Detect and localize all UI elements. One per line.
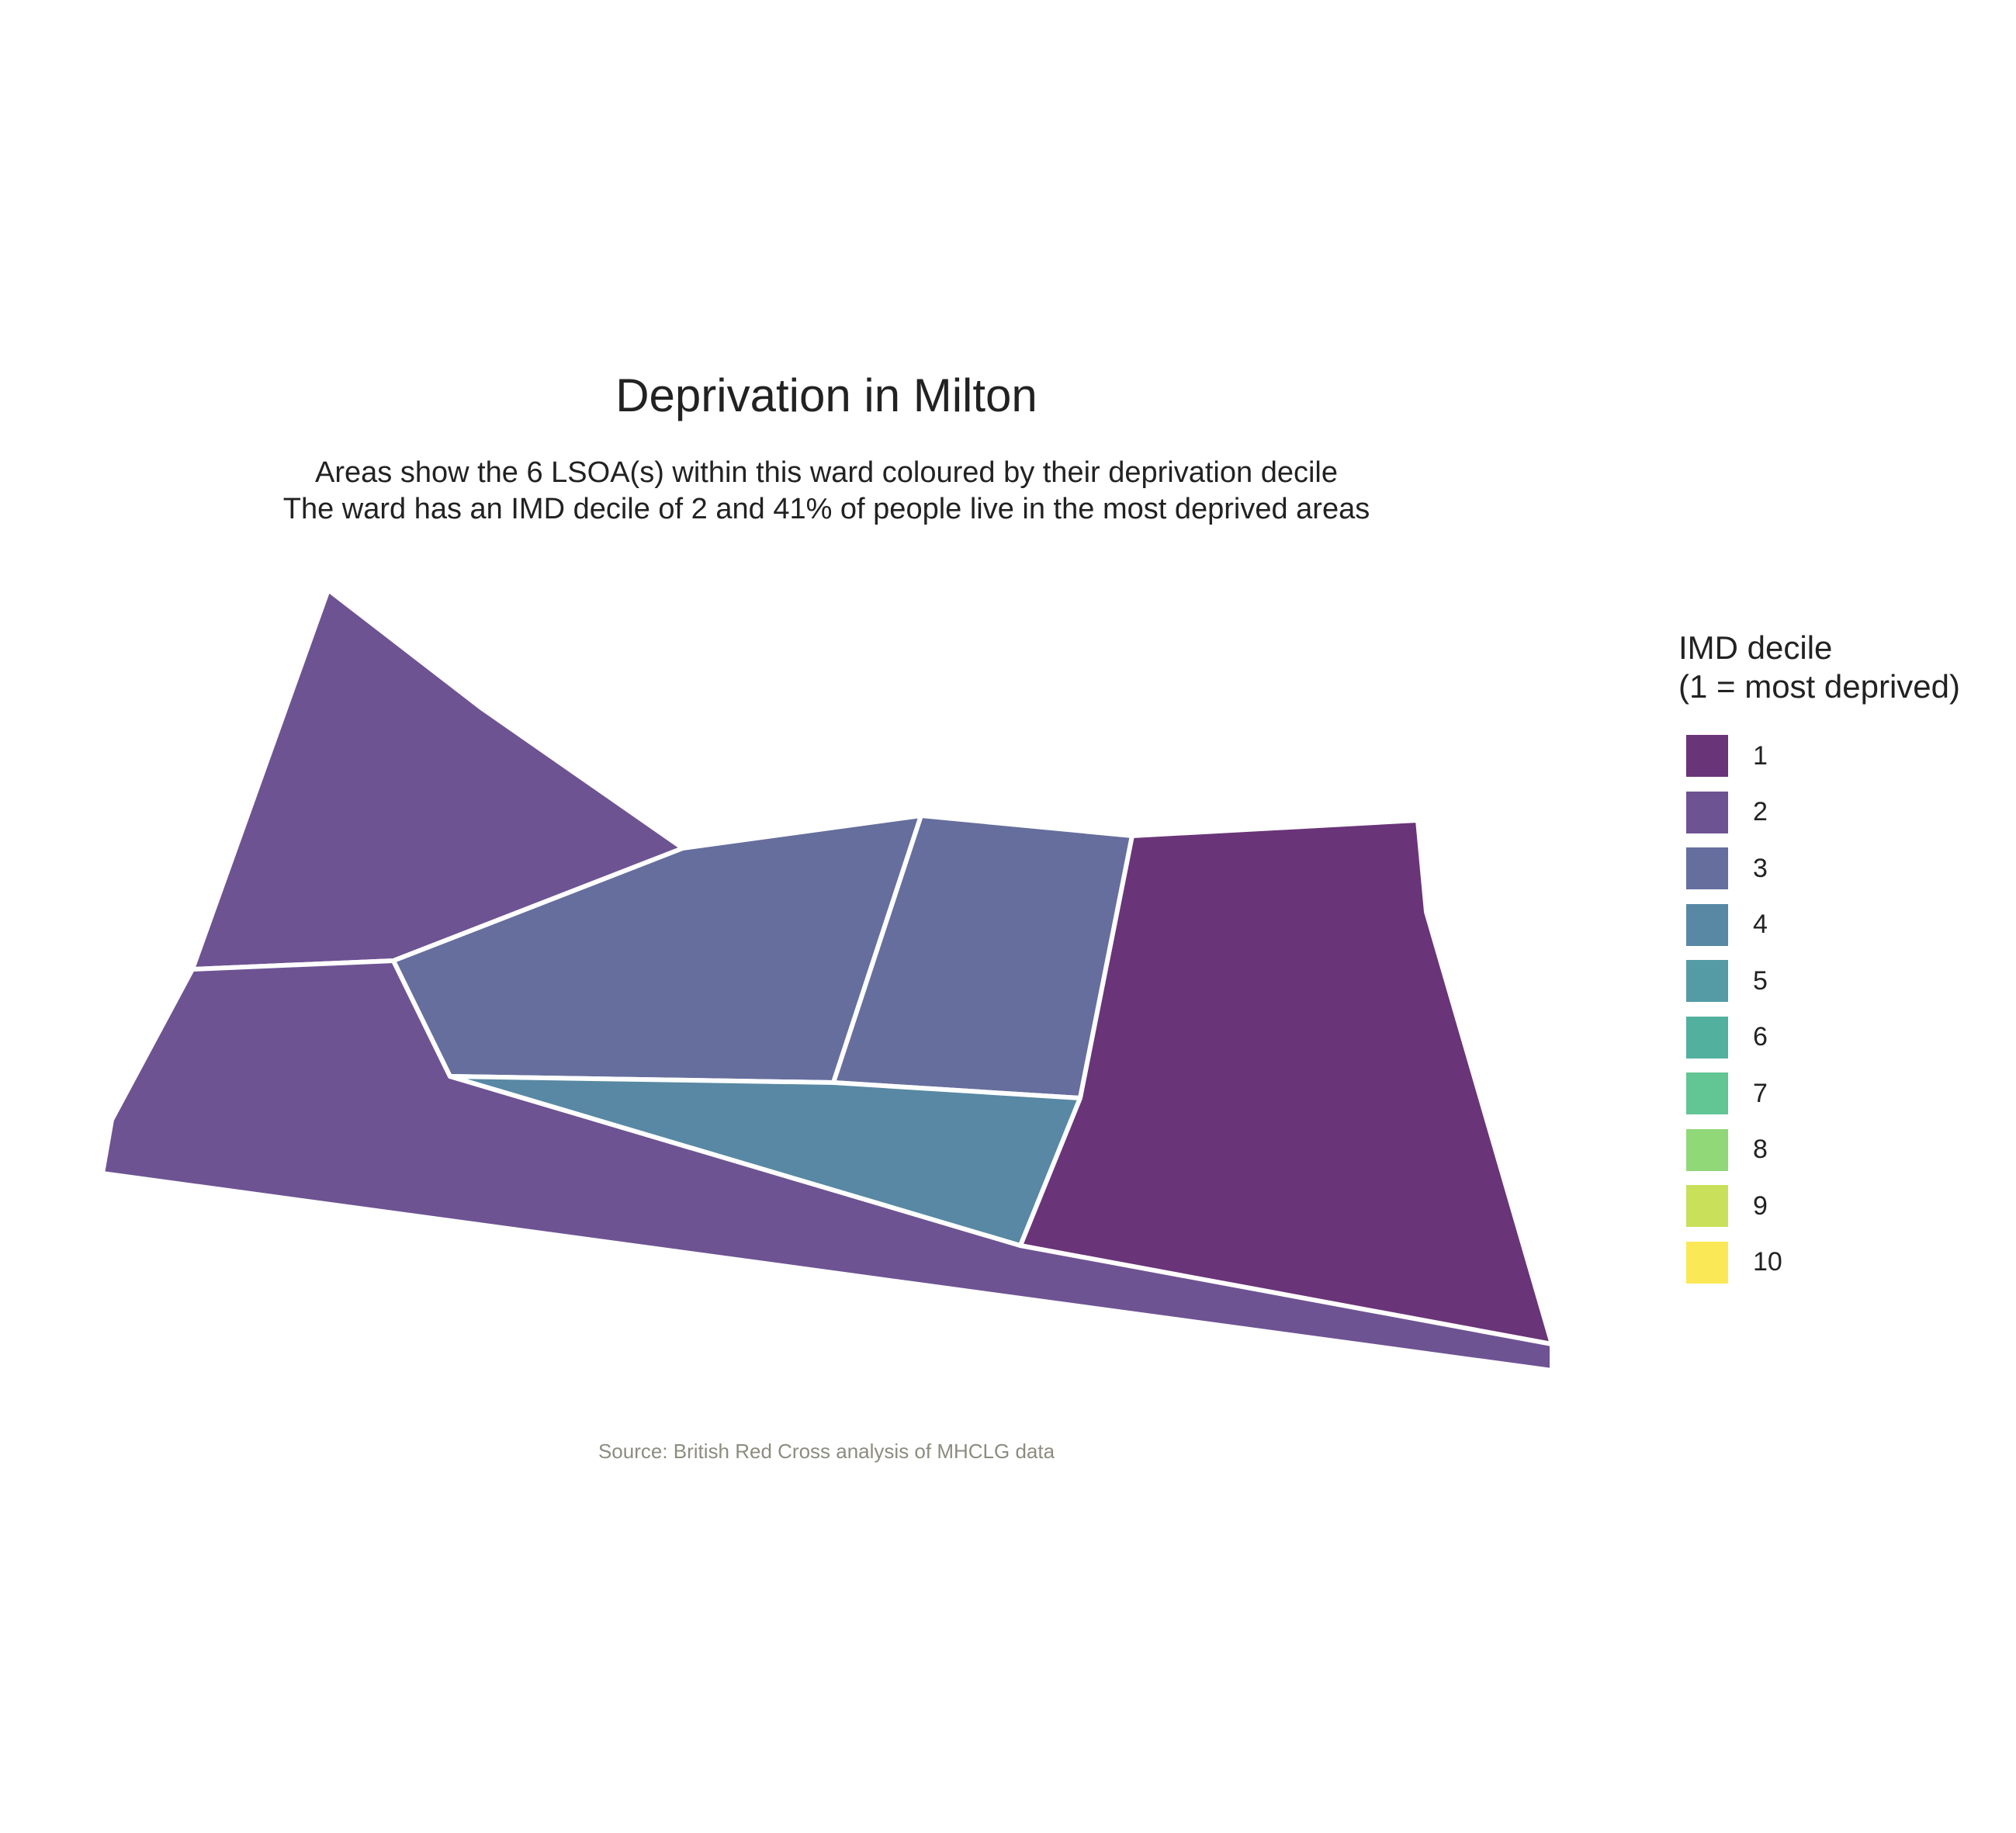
legend-label: 3 (1753, 853, 1768, 883)
legend-item: 1 (1678, 728, 1960, 785)
legend-swatch (1686, 1016, 1728, 1059)
legend-item: 2 (1678, 785, 1960, 841)
legend-item: 4 (1678, 897, 1960, 954)
legend-swatch (1686, 1072, 1728, 1115)
legend-items: 1 2 3 4 5 6 7 8 (1678, 728, 1960, 1291)
legend-swatch (1686, 847, 1728, 890)
source-caption: Source: British Red Cross analysis of MH… (598, 1440, 1055, 1463)
legend-item: 9 (1678, 1178, 1960, 1235)
map-subtitle-line2: The ward has an IMD decile of 2 and 41% … (282, 493, 1370, 525)
legend-label: 1 (1753, 740, 1768, 771)
legend-label: 7 (1753, 1078, 1768, 1108)
legend-label: 4 (1753, 910, 1768, 940)
legend-label: 2 (1753, 797, 1768, 827)
legend-label: 9 (1753, 1190, 1768, 1221)
map-title: Deprivation in Milton (615, 369, 1037, 421)
legend-swatch (1686, 735, 1728, 778)
legend-item: 3 (1678, 840, 1960, 897)
legend: IMD decile (1 = most deprived) 1 2 3 4 5… (1678, 629, 1960, 1291)
legend-swatch (1686, 1185, 1728, 1228)
legend-label: 6 (1753, 1022, 1768, 1052)
legend-swatch (1686, 903, 1728, 946)
legend-label: 5 (1753, 965, 1768, 996)
legend-item: 8 (1678, 1122, 1960, 1179)
legend-swatch (1686, 1128, 1728, 1171)
legend-swatch (1686, 1241, 1728, 1284)
legend-swatch (1686, 960, 1728, 1003)
map-subtitle-line1: Areas show the 6 LSOA(s) within this war… (315, 456, 1338, 489)
legend-item: 10 (1678, 1235, 1960, 1291)
legend-item: 5 (1678, 953, 1960, 1010)
legend-title-line2: (1 = most deprived) (1678, 668, 1960, 705)
legend-swatch (1686, 791, 1728, 833)
legend-title-line1: IMD decile (1678, 629, 1833, 666)
area-east-lsoa (1018, 818, 1554, 1346)
legend-label: 10 (1753, 1247, 1782, 1277)
legend-label: 8 (1753, 1135, 1768, 1165)
legend-item: 7 (1678, 1065, 1960, 1122)
legend-item: 6 (1678, 1010, 1960, 1066)
